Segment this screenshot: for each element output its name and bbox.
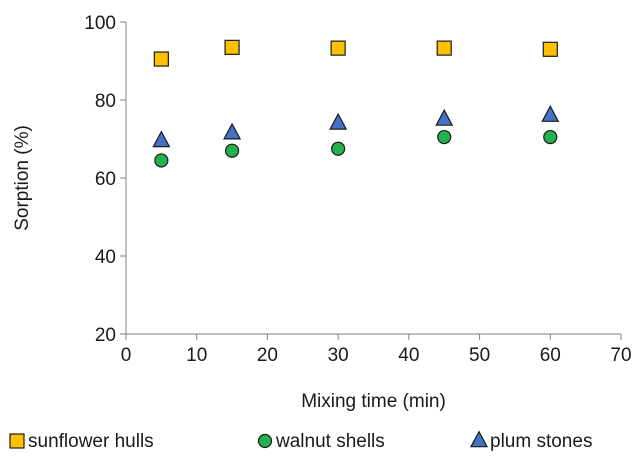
x-ticks: 0 10 20 30 40 50 60 70: [121, 334, 632, 366]
point-walnut-shells: [331, 141, 346, 156]
point-walnut-shells: [224, 143, 240, 158]
y-tick-label: 100: [84, 13, 116, 34]
legend-item-plum-stones: plum stones: [470, 430, 592, 452]
legend-marker-plum-stones: [470, 430, 488, 448]
legend-marker-walnut-shells: [257, 433, 273, 449]
y-tick-label: 60: [95, 169, 116, 190]
point-plum-stones: [223, 122, 242, 140]
y-ticks: 20 40 60 80 100: [84, 13, 126, 346]
x-tick-label: 40: [398, 345, 419, 366]
legend-item-walnut-shells: walnut shells: [257, 431, 385, 452]
x-tick-label: 50: [469, 345, 490, 366]
point-sunflower-hulls: [542, 41, 558, 57]
point-sunflower-hulls: [330, 40, 346, 56]
x-tick-label: 30: [328, 345, 349, 366]
x-tick-label: 10: [186, 345, 207, 366]
point-walnut-shells: [543, 129, 558, 145]
point-sunflower-hulls: [224, 39, 240, 55]
legend-item-sunflower-hulls: sunflower hulls: [9, 431, 154, 452]
legend-label-sunflower-hulls: sunflower hulls: [28, 431, 154, 452]
axes: [125, 22, 621, 335]
y-tick-label: 40: [95, 247, 116, 268]
legend-label-plum-stones: plum stones: [490, 431, 592, 452]
legend-marker-sunflower-hulls: [9, 433, 25, 449]
data-points: [152, 39, 560, 168]
point-sunflower-hulls: [436, 40, 452, 56]
x-tick-label: 70: [610, 345, 631, 366]
x-tick-label: 60: [540, 345, 561, 366]
y-tick-label: 20: [95, 325, 116, 346]
point-plum-stones: [152, 130, 171, 148]
point-walnut-shells: [437, 129, 452, 145]
y-tick-label: 80: [95, 91, 116, 112]
point-plum-stones: [541, 105, 560, 122]
point-sunflower-hulls: [153, 51, 169, 67]
point-plum-stones: [329, 112, 348, 130]
x-axis-title: Mixing time (min): [301, 391, 446, 412]
y-axis-title: Sorption (%): [12, 125, 33, 231]
x-tick-label: 20: [257, 345, 278, 366]
point-walnut-shells: [154, 153, 169, 168]
point-plum-stones: [435, 108, 454, 126]
x-tick-label: 0: [121, 345, 132, 366]
legend: sunflower hulls walnut shells plum stones: [9, 430, 592, 452]
legend-label-walnut-shells: walnut shells: [275, 431, 385, 452]
